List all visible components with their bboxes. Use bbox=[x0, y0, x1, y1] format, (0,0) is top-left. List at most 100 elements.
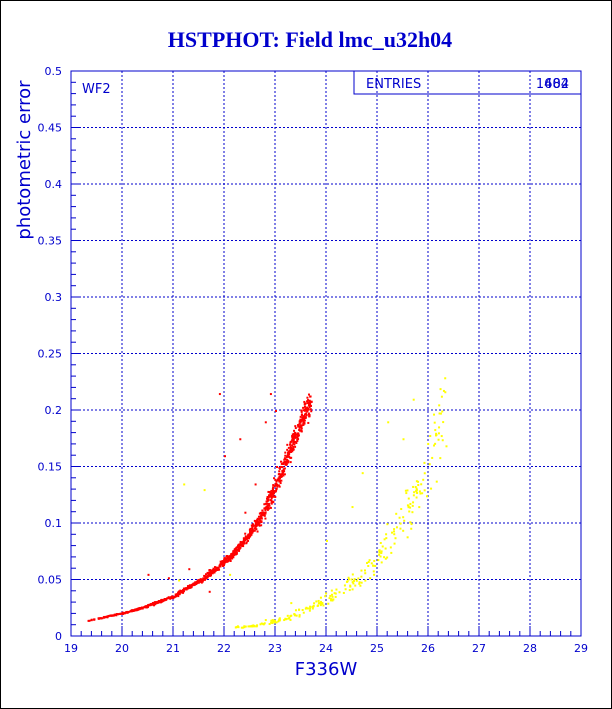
yellow-point bbox=[334, 595, 337, 598]
stats-value-second: 604 bbox=[544, 77, 569, 92]
yellow-point bbox=[349, 584, 352, 587]
red-point bbox=[275, 487, 278, 490]
red-point bbox=[159, 600, 162, 603]
red-outlier bbox=[147, 573, 150, 576]
red-point bbox=[285, 462, 288, 465]
red-point bbox=[97, 617, 100, 620]
yellow-point bbox=[355, 579, 358, 582]
yellow-point bbox=[288, 616, 291, 619]
yellow-point bbox=[378, 550, 381, 553]
red-point bbox=[177, 591, 180, 594]
red-point bbox=[302, 420, 305, 423]
red-point bbox=[234, 552, 237, 555]
red-point bbox=[271, 489, 274, 492]
red-point bbox=[277, 477, 280, 480]
red-point bbox=[307, 404, 310, 407]
red-point bbox=[147, 604, 150, 607]
yellow-point bbox=[419, 492, 422, 495]
red-point bbox=[245, 541, 248, 544]
red-point bbox=[199, 579, 202, 582]
y-tick-label: 0.3 bbox=[45, 291, 63, 304]
red-point bbox=[308, 413, 311, 416]
red-point bbox=[113, 614, 116, 617]
yellow-point bbox=[380, 561, 383, 564]
yellow-point bbox=[412, 494, 415, 497]
red-point bbox=[235, 546, 238, 549]
yellow-point bbox=[236, 625, 239, 628]
red-point bbox=[299, 419, 302, 422]
yellow-point bbox=[305, 606, 308, 609]
red-point bbox=[137, 608, 140, 611]
red-point bbox=[215, 566, 218, 569]
x-tick-label: 28 bbox=[523, 642, 537, 655]
red-point bbox=[235, 551, 238, 554]
red-point bbox=[278, 485, 281, 488]
red-point bbox=[174, 593, 177, 596]
red-point bbox=[297, 424, 300, 427]
red-point bbox=[244, 532, 247, 535]
red-point bbox=[129, 610, 132, 613]
red-point bbox=[256, 519, 259, 522]
yellow-point bbox=[286, 614, 289, 617]
yellow-point bbox=[444, 391, 447, 394]
red-point bbox=[117, 613, 120, 616]
red-point bbox=[231, 552, 234, 555]
red-point bbox=[290, 456, 293, 459]
red-point bbox=[160, 600, 163, 603]
red-point bbox=[266, 507, 269, 510]
yellow-point bbox=[417, 480, 420, 483]
yellow-point bbox=[417, 484, 420, 487]
yellow-point bbox=[358, 581, 361, 584]
red-outlier bbox=[224, 455, 226, 458]
yellow-point bbox=[384, 547, 387, 550]
yellow-point bbox=[364, 572, 367, 575]
red-point bbox=[155, 601, 158, 604]
red-point bbox=[226, 560, 229, 563]
y-tick-label: 0.45 bbox=[38, 122, 63, 135]
red-point bbox=[225, 555, 228, 558]
yellow-point bbox=[438, 412, 441, 415]
red-outlier bbox=[264, 421, 267, 424]
yellow-point bbox=[325, 592, 328, 595]
red-point bbox=[304, 402, 307, 405]
red-point bbox=[307, 399, 310, 402]
red-point bbox=[152, 603, 155, 606]
red-point bbox=[211, 572, 214, 575]
yellow-point bbox=[243, 625, 246, 628]
yellow-point bbox=[423, 461, 426, 464]
red-point bbox=[260, 517, 263, 520]
red-point bbox=[258, 518, 261, 521]
red-point bbox=[178, 593, 181, 596]
yellow-point bbox=[275, 621, 278, 624]
red-point bbox=[173, 596, 176, 599]
red-point bbox=[259, 519, 262, 522]
yellow-point bbox=[309, 605, 312, 608]
yellow-point bbox=[274, 619, 277, 622]
red-point bbox=[282, 469, 285, 472]
y-tick-label: 0 bbox=[55, 630, 62, 643]
red-point bbox=[270, 497, 273, 500]
red-point bbox=[304, 416, 307, 419]
red-point bbox=[294, 425, 297, 428]
yellow-point bbox=[363, 569, 366, 572]
yellow-point bbox=[318, 602, 321, 605]
x-tick-label: 29 bbox=[574, 642, 588, 655]
red-point bbox=[133, 609, 136, 612]
yellow-outlier bbox=[203, 489, 206, 492]
yellow-point bbox=[433, 413, 436, 416]
red-point bbox=[192, 583, 195, 586]
yellow-point bbox=[423, 472, 426, 475]
red-point bbox=[135, 609, 138, 612]
red-point bbox=[199, 578, 202, 581]
yellow-point bbox=[383, 538, 386, 541]
yellow-point bbox=[309, 607, 312, 610]
red-point bbox=[248, 535, 251, 538]
yellow-point bbox=[284, 617, 287, 620]
yellow-point bbox=[358, 582, 361, 585]
yellow-point bbox=[353, 578, 356, 581]
yellow-point bbox=[345, 580, 348, 583]
red-point bbox=[130, 610, 133, 613]
red-point bbox=[273, 477, 276, 480]
red-point bbox=[219, 560, 222, 563]
yellow-point bbox=[406, 536, 409, 539]
